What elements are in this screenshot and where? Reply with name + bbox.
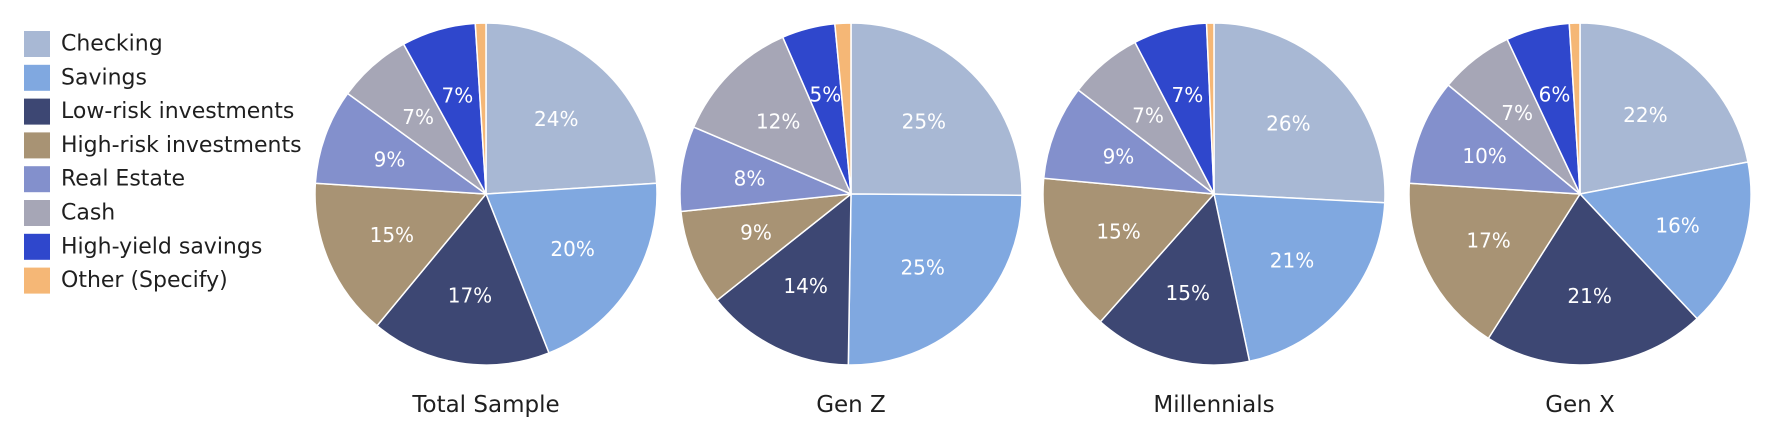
pie-title: Gen X (1545, 392, 1615, 418)
slice-label: 12% (756, 110, 800, 134)
pie-millennials: 26% 21% 15% 15% 9% 7% 7% Millennials (1042, 22, 1386, 418)
pie-slice-cash (692, 36, 852, 195)
pie-slice-high-risk-investments (1042, 177, 1215, 323)
legend-swatch (24, 64, 50, 91)
legend-item-other-specify: Other (Specify) (24, 267, 228, 294)
slice-label: 15% (370, 223, 414, 247)
legend-swatch (24, 132, 50, 159)
legend-swatch (24, 233, 50, 260)
slice-label: 15% (1096, 220, 1140, 244)
slice-label: 26% (1266, 111, 1310, 135)
pie-slice-checking (1213, 22, 1386, 204)
legend-item-high-yield-savings: High-yield savings (24, 233, 262, 260)
pie-slice-other-specify (834, 22, 852, 195)
pie-slice-real-estate (314, 92, 487, 195)
pie-slice-real-estate (1042, 89, 1215, 195)
pie-title: Gen Z (816, 392, 886, 418)
pie-slice-high-risk-investments (1408, 182, 1581, 340)
slice-label: 7% (1172, 83, 1204, 107)
pie-slice-checking (1579, 22, 1749, 195)
slice-label: 17% (448, 283, 492, 307)
pie-slice-other-specify (1568, 22, 1581, 195)
legend-label: Other (Specify) (61, 268, 228, 293)
slice-label: 9% (740, 221, 772, 245)
pie-slice-other-specify (474, 22, 487, 195)
slice-label: 7% (402, 105, 434, 129)
legend-swatch (24, 98, 50, 125)
slice-label: 21% (1567, 284, 1611, 308)
legend-swatch (24, 267, 50, 294)
pie-slice-other-specify (1205, 22, 1215, 195)
pie-total-sample: 24% 20% 17% 15% 9% 7% 7% Total Sample (314, 22, 658, 418)
pie-slice-checking (485, 22, 658, 195)
pie-slice-real-estate (1408, 84, 1581, 195)
pie-slice-high-risk-investments (680, 193, 852, 302)
pie-gen-x: 22% 16% 21% 17% 10% 7%6% Gen X (1408, 22, 1752, 418)
slice-label: 7% (442, 83, 474, 107)
slice-label: 8% (734, 167, 766, 191)
slice-label: 5% (809, 83, 841, 107)
legend-swatch (24, 31, 50, 57)
legend-item-savings: Savings (24, 64, 147, 91)
slice-label: 7% (1132, 103, 1164, 127)
legend-item-real-estate: Real Estate (24, 166, 185, 193)
pie-charts: 24% 20% 17% 15% 9% 7% 7% Total Sample 25% 25% 14% 9… (314, 22, 1752, 418)
slice-label: 6% (1539, 83, 1571, 107)
legend-swatch (24, 166, 50, 193)
legend-swatch (24, 200, 50, 226)
slice-label: 9% (374, 147, 406, 171)
legend-item-checking: Checking (24, 31, 163, 57)
slice-label: 24% (534, 107, 578, 131)
legend-label: High-yield savings (61, 234, 262, 259)
legend-item-low-risk-investments: Low-risk investments (24, 98, 294, 125)
legend-item-cash: Cash (24, 200, 115, 226)
slice-label: 17% (1466, 229, 1510, 253)
legend-label: Cash (61, 201, 115, 226)
legend-label: Checking (61, 32, 163, 57)
slice-label: 9% (1103, 145, 1135, 169)
slice-label: 20% (550, 237, 594, 261)
legend: Checking Savings Low-risk investments High-… (24, 31, 302, 294)
pie-slice-low-risk-investments (1487, 193, 1698, 366)
pie-title: Total Sample (411, 392, 559, 418)
pie-slice-checking (850, 22, 1023, 197)
pie-slice-low-risk-investments (716, 193, 852, 366)
slice-label: 15% (1166, 281, 1210, 305)
slice-label: 25% (900, 255, 944, 279)
legend-label: High-risk investments (61, 133, 302, 158)
legend-item-high-risk-investments: High-risk investments (24, 132, 302, 159)
pie-slice-savings (1213, 193, 1386, 363)
slice-label: 10% (1462, 144, 1506, 168)
pie-slice-savings (485, 182, 658, 354)
pie-title: Millennials (1153, 392, 1274, 418)
slice-label: 14% (783, 274, 827, 298)
pie-slice-savings (1579, 161, 1752, 320)
pie-slice-high-risk-investments (314, 182, 487, 327)
pie-slice-low-risk-investments (376, 193, 550, 366)
slice-label: 25% (902, 110, 946, 134)
slice-label: 21% (1270, 249, 1314, 273)
slice-label: 7% (1501, 101, 1533, 125)
legend-label: Real Estate (61, 167, 185, 192)
slice-label: 22% (1623, 103, 1667, 127)
legend-label: Low-risk investments (61, 99, 294, 124)
pie-gen-z: 25% 25% 14% 9% 8% 12% 5% Gen Z (679, 22, 1023, 418)
pie-slice-low-risk-investments (1099, 193, 1251, 366)
legend-label: Savings (61, 65, 147, 90)
slice-label: 16% (1655, 214, 1699, 238)
pie-slice-savings (847, 193, 1023, 366)
